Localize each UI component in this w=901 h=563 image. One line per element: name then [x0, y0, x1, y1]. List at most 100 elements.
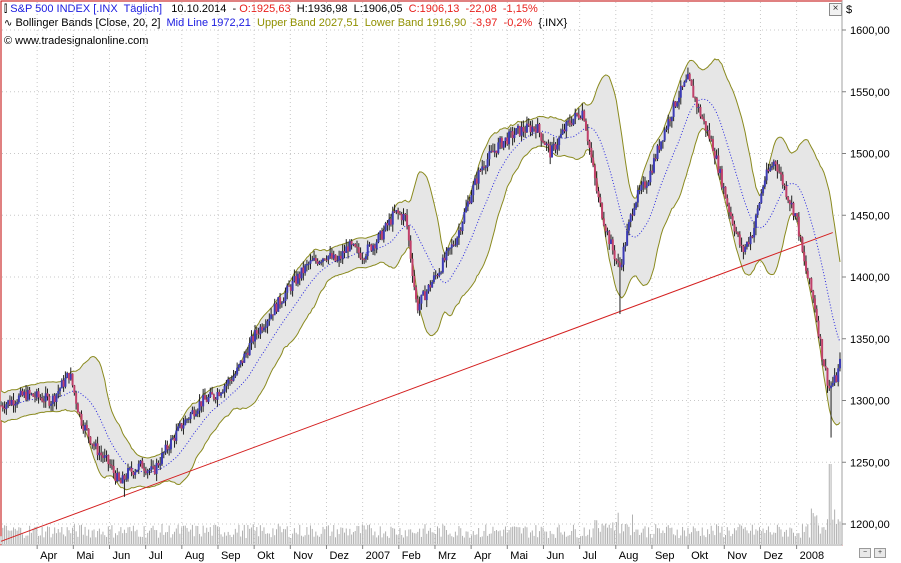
candle-body [286, 285, 289, 293]
candle-body [273, 303, 276, 316]
candle-body [567, 120, 570, 122]
candle-body [717, 155, 720, 174]
candle-body [813, 298, 816, 309]
candle-body [245, 352, 248, 354]
candle-body [84, 424, 87, 431]
candle-body [735, 231, 738, 233]
candle-body [33, 396, 36, 398]
mid-line-value: Mid Line 1972,21 [166, 17, 251, 29]
candle-body [504, 137, 507, 142]
candle-body [463, 211, 466, 223]
candle-body [450, 244, 453, 248]
candle-body [275, 303, 278, 312]
candle-body [100, 452, 103, 456]
candle-body [189, 413, 192, 419]
candle-body [107, 455, 110, 465]
candle-body [601, 203, 604, 219]
zoom-in-button[interactable]: + [874, 548, 886, 558]
candle-body [536, 124, 539, 133]
indicator-symbol: {.INX} [538, 17, 568, 29]
candle-body [681, 85, 684, 87]
candle-body [472, 184, 475, 196]
candle-body [316, 260, 319, 264]
candle-body [41, 398, 44, 402]
candle-body [352, 244, 355, 246]
candle-body [556, 145, 559, 150]
candle-body [636, 190, 639, 203]
candle-body [583, 110, 586, 121]
candle-body [338, 255, 341, 261]
candle-body [177, 426, 180, 431]
candle-body [343, 251, 346, 253]
candle-body [722, 186, 725, 188]
candle-body [386, 223, 389, 226]
candle-body [37, 391, 40, 398]
candle-body [373, 245, 376, 249]
candle-body [481, 166, 484, 171]
candle-body [622, 246, 625, 265]
candle-body [16, 402, 19, 404]
candle-body [169, 438, 172, 450]
candle-body [758, 202, 761, 209]
candle-body [261, 326, 264, 331]
candle-body [350, 241, 353, 245]
candle-icon: ⫿ [4, 4, 8, 15]
candle-body [493, 150, 496, 153]
candle-body [584, 120, 587, 131]
candle-body [805, 261, 808, 271]
candle-body [819, 336, 822, 340]
candle-body [91, 443, 94, 445]
candle-body [785, 185, 788, 198]
candle-body [790, 202, 793, 205]
candle-body [325, 259, 328, 261]
candle-body [384, 223, 387, 231]
candle-body [203, 395, 206, 400]
candle-body [171, 437, 174, 439]
candle-body [322, 258, 325, 262]
candle-body [230, 379, 233, 381]
candle-body [769, 167, 772, 172]
candle-body [454, 244, 457, 246]
zoom-out-button[interactable]: − [859, 548, 871, 558]
candle-body [474, 178, 477, 185]
candle-body [724, 186, 727, 199]
candle-body [568, 120, 571, 124]
candle-body [375, 242, 378, 249]
candle-body [531, 126, 534, 133]
x-tick-label: Nov [727, 550, 747, 562]
candle-body [527, 123, 530, 126]
change-value: -22,08 [465, 3, 497, 15]
candle-body [76, 403, 79, 413]
candle-body [60, 380, 63, 389]
candle-body [415, 287, 418, 300]
candle-body [447, 248, 450, 251]
candle-body [164, 444, 167, 453]
y-tick-label: 1400,00 [850, 272, 890, 284]
candle-body [667, 119, 670, 129]
candle-body [710, 138, 713, 140]
y-tick-label: 1250,00 [850, 457, 890, 469]
candle-body [706, 130, 709, 132]
candle-body [697, 106, 700, 108]
candle-body [128, 467, 131, 469]
candle-body [14, 403, 17, 406]
candle-body [116, 472, 119, 482]
candle-body [127, 468, 130, 479]
upper-band-line [0, 58, 841, 459]
candle-body [200, 401, 203, 407]
candle-body [558, 137, 561, 146]
candle-body [479, 170, 482, 172]
candle-body [44, 393, 47, 402]
candle-body [118, 472, 121, 480]
upper-band-value: Upper Band 2027,51 [257, 17, 359, 29]
candle-body [357, 247, 360, 253]
candle-body [542, 140, 545, 143]
candle-body [25, 391, 28, 400]
candle-body [599, 197, 602, 204]
candle-body [499, 137, 502, 143]
candle-body [236, 367, 239, 375]
candle-body [436, 275, 439, 277]
candle-body [515, 128, 518, 135]
candle-body [597, 191, 600, 198]
